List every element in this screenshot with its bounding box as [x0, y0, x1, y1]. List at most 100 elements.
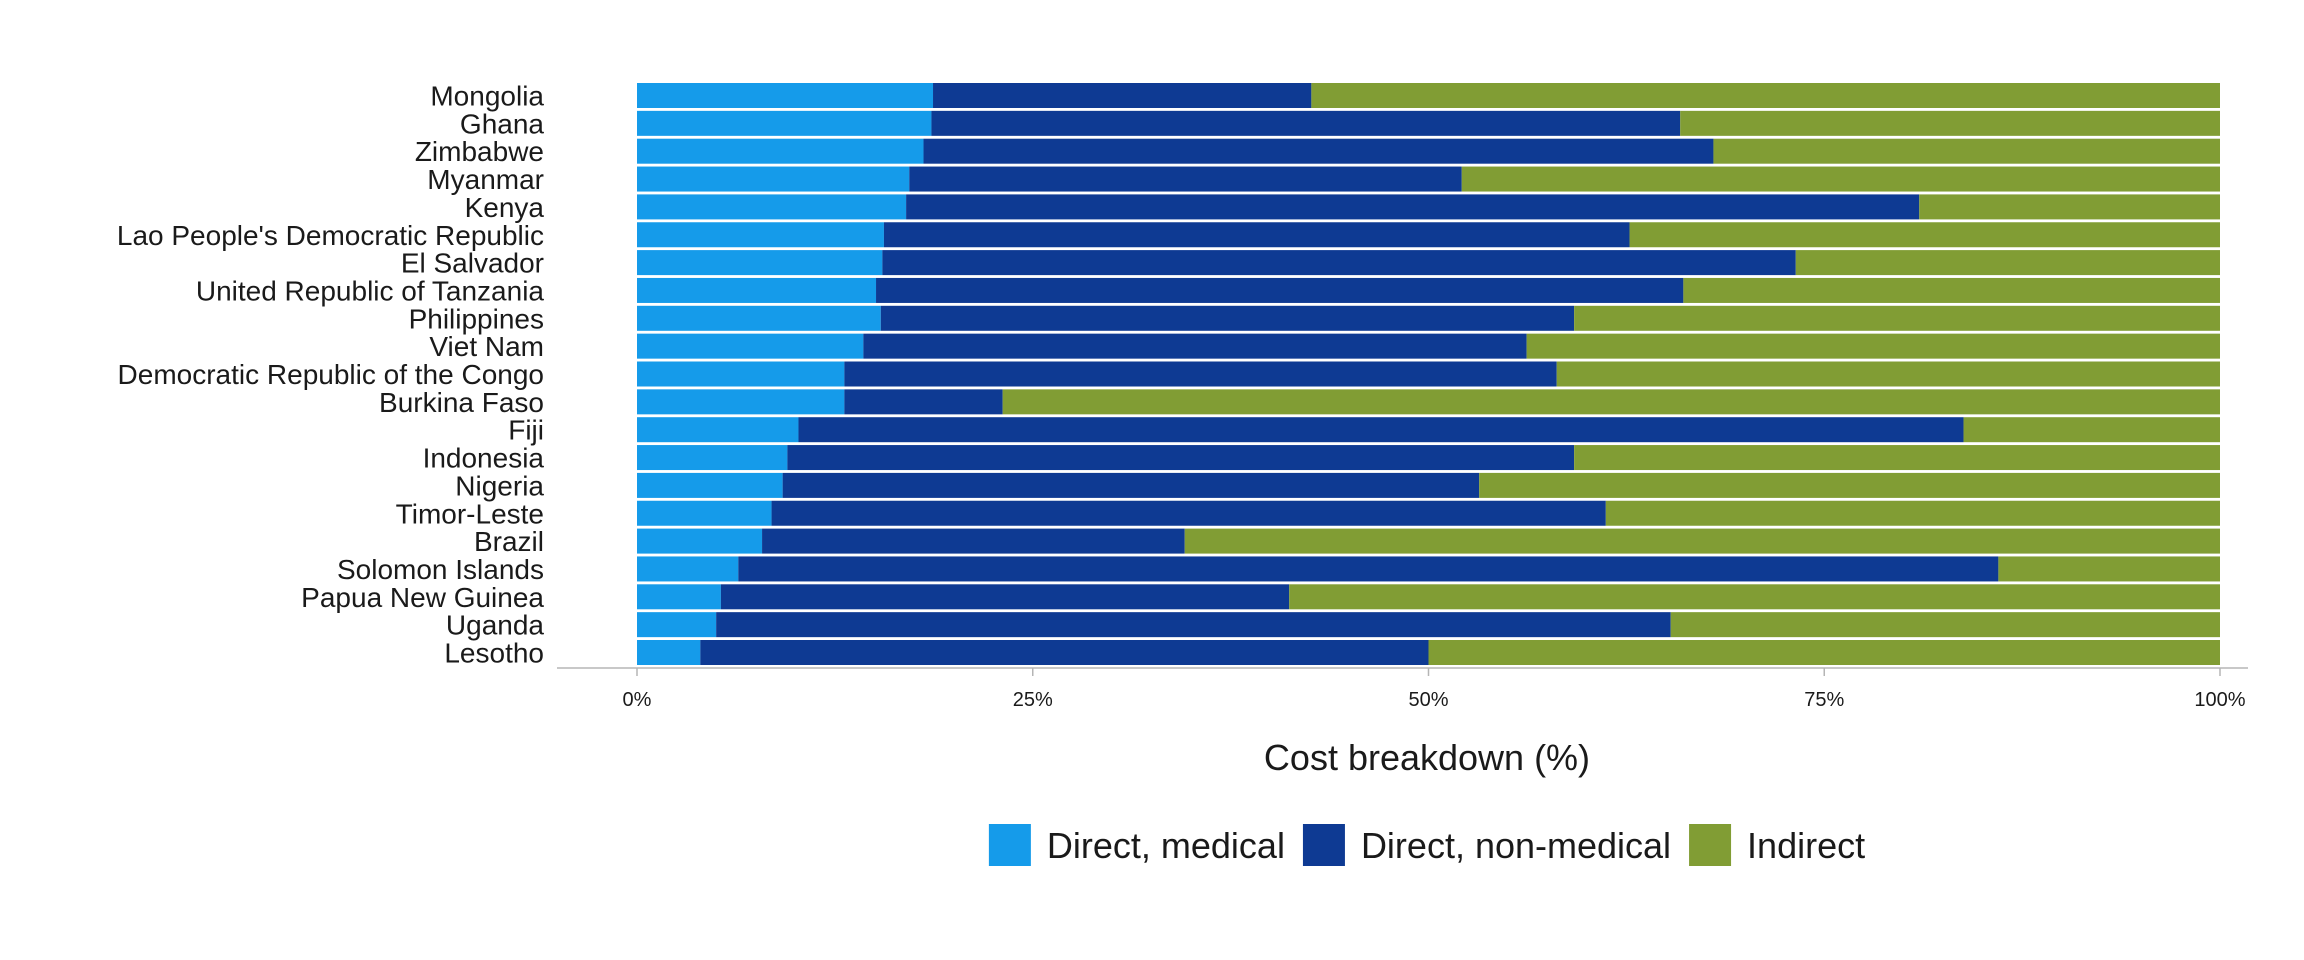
- bar-lao-people-s-democratic-republic-direct-medical: [637, 222, 884, 248]
- bar-kenya-direct-non-medical: [906, 194, 1920, 220]
- bar-brazil-direct-medical: [637, 528, 763, 554]
- bar-el-salvador-indirect: [1795, 250, 2220, 276]
- bar-brazil-direct-non-medical: [762, 528, 1185, 554]
- bar-mongolia-direct-medical: [637, 83, 934, 108]
- category-label: Zimbabwe: [415, 136, 544, 167]
- bar-solomon-islands-direct-medical: [637, 556, 739, 582]
- legend-swatch: [1689, 824, 1732, 866]
- bar-myanmar-indirect: [1461, 166, 2220, 192]
- category-label: El Salvador: [401, 248, 544, 279]
- bar-fiji-indirect: [1963, 417, 2220, 443]
- category-label: Nigeria: [455, 470, 544, 501]
- bar-lesotho-indirect: [1428, 640, 2220, 665]
- category-label: United Republic of Tanzania: [196, 275, 545, 306]
- category-label: Philippines: [409, 303, 544, 334]
- x-tick-label: 25%: [1013, 689, 1053, 711]
- bar-democratic-republic-of-the-congo-direct-non-medical: [844, 361, 1557, 387]
- legend-label: Indirect: [1747, 825, 1865, 866]
- bar-kenya-indirect: [1919, 194, 2220, 220]
- bar-lesotho-direct-non-medical: [700, 640, 1429, 665]
- bar-timor-leste-direct-non-medical: [771, 500, 1606, 526]
- category-label: Uganda: [446, 610, 545, 641]
- category-label: Fiji: [508, 415, 544, 446]
- category-label: Ghana: [460, 108, 544, 139]
- bar-papua-new-guinea-direct-non-medical: [720, 584, 1290, 610]
- x-tick-label: 50%: [1408, 689, 1448, 711]
- x-tick-label: 0%: [623, 689, 652, 711]
- category-label: Viet Nam: [429, 331, 544, 362]
- bars-layer: [637, 83, 2221, 665]
- category-label: Kenya: [465, 192, 545, 223]
- category-label: Democratic Republic of the Congo: [118, 359, 544, 390]
- category-label: Papua New Guinea: [301, 582, 544, 613]
- x-axis-title: Cost breakdown (%): [1264, 737, 1590, 778]
- bar-myanmar-direct-medical: [637, 166, 910, 192]
- category-label: Mongolia: [430, 81, 544, 112]
- bar-united-republic-of-tanzania-direct-non-medical: [876, 277, 1684, 303]
- bar-timor-leste-direct-medical: [637, 500, 772, 526]
- category-label: Solomon Islands: [337, 554, 544, 585]
- category-label: Indonesia: [423, 443, 545, 474]
- legend-label: Direct, non-medical: [1361, 825, 1671, 866]
- bar-indonesia-direct-medical: [637, 445, 788, 471]
- bar-timor-leste-indirect: [1605, 500, 2220, 526]
- bar-viet-nam-indirect: [1526, 333, 2220, 359]
- bar-nigeria-direct-medical: [637, 472, 783, 498]
- bar-zimbabwe-indirect: [1713, 138, 2220, 164]
- legend-item-direct-medical: Direct, medical: [988, 824, 1285, 866]
- bar-fiji-direct-medical: [637, 417, 799, 443]
- bar-mongolia-direct-non-medical: [933, 83, 1312, 108]
- bar-democratic-republic-of-the-congo-indirect: [1556, 361, 2220, 387]
- bar-burkina-faso-direct-medical: [637, 389, 845, 415]
- bar-kenya-direct-medical: [637, 194, 907, 220]
- bar-zimbabwe-direct-medical: [637, 138, 924, 164]
- legend-swatch: [1302, 824, 1345, 866]
- legend-swatch: [988, 824, 1031, 866]
- bar-zimbabwe-direct-non-medical: [923, 138, 1714, 164]
- x-tick-label: 100%: [2194, 689, 2245, 711]
- bar-lesotho-direct-medical: [637, 640, 701, 665]
- bar-philippines-direct-medical: [637, 305, 881, 331]
- bar-uganda-indirect: [1670, 612, 2220, 638]
- bar-myanmar-direct-non-medical: [909, 166, 1462, 192]
- bar-lao-people-s-democratic-republic-indirect: [1629, 222, 2220, 248]
- bar-solomon-islands-direct-non-medical: [738, 556, 1999, 582]
- bar-indonesia-direct-non-medical: [787, 445, 1575, 471]
- bar-viet-nam-direct-non-medical: [863, 333, 1527, 359]
- category-label: Brazil: [474, 526, 544, 557]
- bar-nigeria-indirect: [1479, 472, 2220, 498]
- legend-item-indirect: Indirect: [1689, 824, 1865, 866]
- legend: Direct, medical Direct, non-medical Indire…: [988, 824, 1865, 866]
- bar-philippines-direct-non-medical: [880, 305, 1575, 331]
- legend-label: Direct, medical: [1047, 825, 1285, 866]
- bar-ghana-direct-medical: [637, 110, 932, 136]
- category-label: Lao People's Democratic Republic: [117, 220, 544, 251]
- bar-el-salvador-direct-non-medical: [882, 250, 1796, 276]
- bar-nigeria-direct-non-medical: [782, 472, 1480, 498]
- legend-item-direct-non-medical: Direct, non-medical: [1302, 824, 1671, 866]
- bar-solomon-islands-indirect: [1998, 556, 2220, 582]
- bar-democratic-republic-of-the-congo-direct-medical: [637, 361, 845, 387]
- bar-philippines-indirect: [1574, 305, 2220, 331]
- bar-uganda-direct-medical: [637, 612, 717, 638]
- bar-papua-new-guinea-indirect: [1289, 584, 2220, 610]
- bar-united-republic-of-tanzania-direct-medical: [637, 277, 877, 303]
- bar-mongolia-indirect: [1311, 83, 2220, 108]
- category-label: Lesotho: [444, 638, 544, 669]
- bar-indonesia-indirect: [1574, 445, 2220, 471]
- bar-ghana-direct-non-medical: [931, 110, 1681, 136]
- bar-brazil-indirect: [1184, 528, 2220, 554]
- bar-papua-new-guinea-direct-medical: [637, 584, 721, 610]
- category-label: Myanmar: [427, 164, 544, 195]
- category-label: Burkina Faso: [379, 387, 544, 418]
- bar-burkina-faso-indirect: [1002, 389, 2221, 415]
- bar-uganda-direct-non-medical: [716, 612, 1671, 638]
- category-label: Timor-Leste: [396, 498, 544, 529]
- bar-ghana-indirect: [1680, 110, 2220, 136]
- bar-viet-nam-direct-medical: [637, 333, 864, 359]
- bar-lao-people-s-democratic-republic-direct-non-medical: [883, 222, 1630, 248]
- x-tick-label: 75%: [1804, 689, 1844, 711]
- bar-el-salvador-direct-medical: [637, 250, 883, 276]
